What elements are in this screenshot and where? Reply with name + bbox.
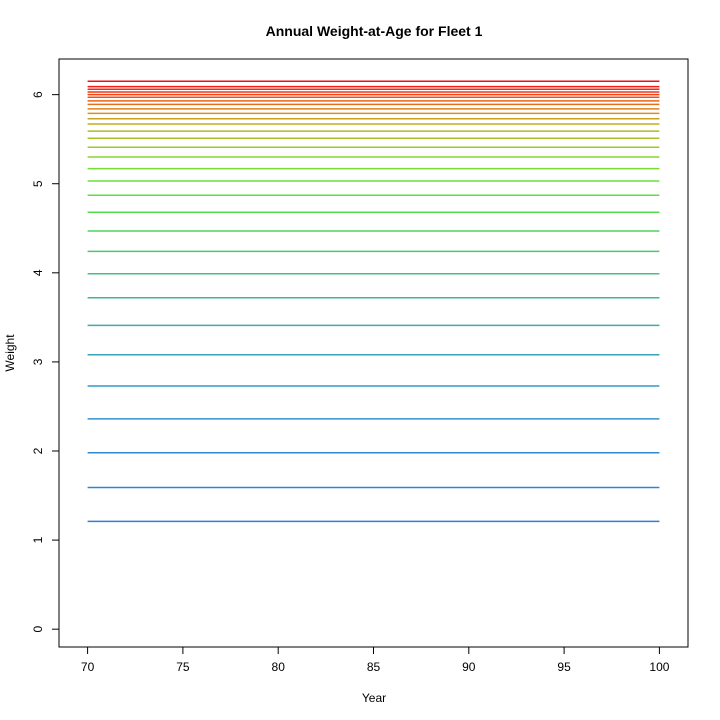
x-axis: 70 75 80 85 90 95 100 bbox=[81, 646, 670, 674]
y-tick-label: 0 bbox=[31, 626, 45, 633]
y-axis-label: Weight bbox=[3, 334, 17, 372]
y-tick-label: 1 bbox=[31, 536, 45, 543]
x-tick-label: 90 bbox=[462, 660, 476, 674]
x-tick-label: 80 bbox=[272, 660, 286, 674]
chart-title: Annual Weight-at-Age for Fleet 1 bbox=[266, 23, 483, 39]
series-layer bbox=[87, 80, 660, 523]
y-tick-label: 3 bbox=[31, 358, 45, 365]
y-tick-label: 2 bbox=[31, 447, 45, 454]
y-axis: 0 1 2 3 4 5 6 bbox=[31, 91, 60, 633]
x-tick-label: 95 bbox=[557, 660, 571, 674]
x-tick-label: 85 bbox=[367, 660, 381, 674]
y-tick-label: 6 bbox=[31, 91, 45, 98]
x-tick-label: 100 bbox=[649, 660, 669, 674]
x-tick-label: 75 bbox=[176, 660, 190, 674]
x-axis-label: Year bbox=[362, 691, 386, 705]
x-tick-label: 70 bbox=[81, 660, 95, 674]
y-tick-label: 4 bbox=[31, 269, 45, 276]
y-tick-label: 5 bbox=[31, 180, 45, 187]
